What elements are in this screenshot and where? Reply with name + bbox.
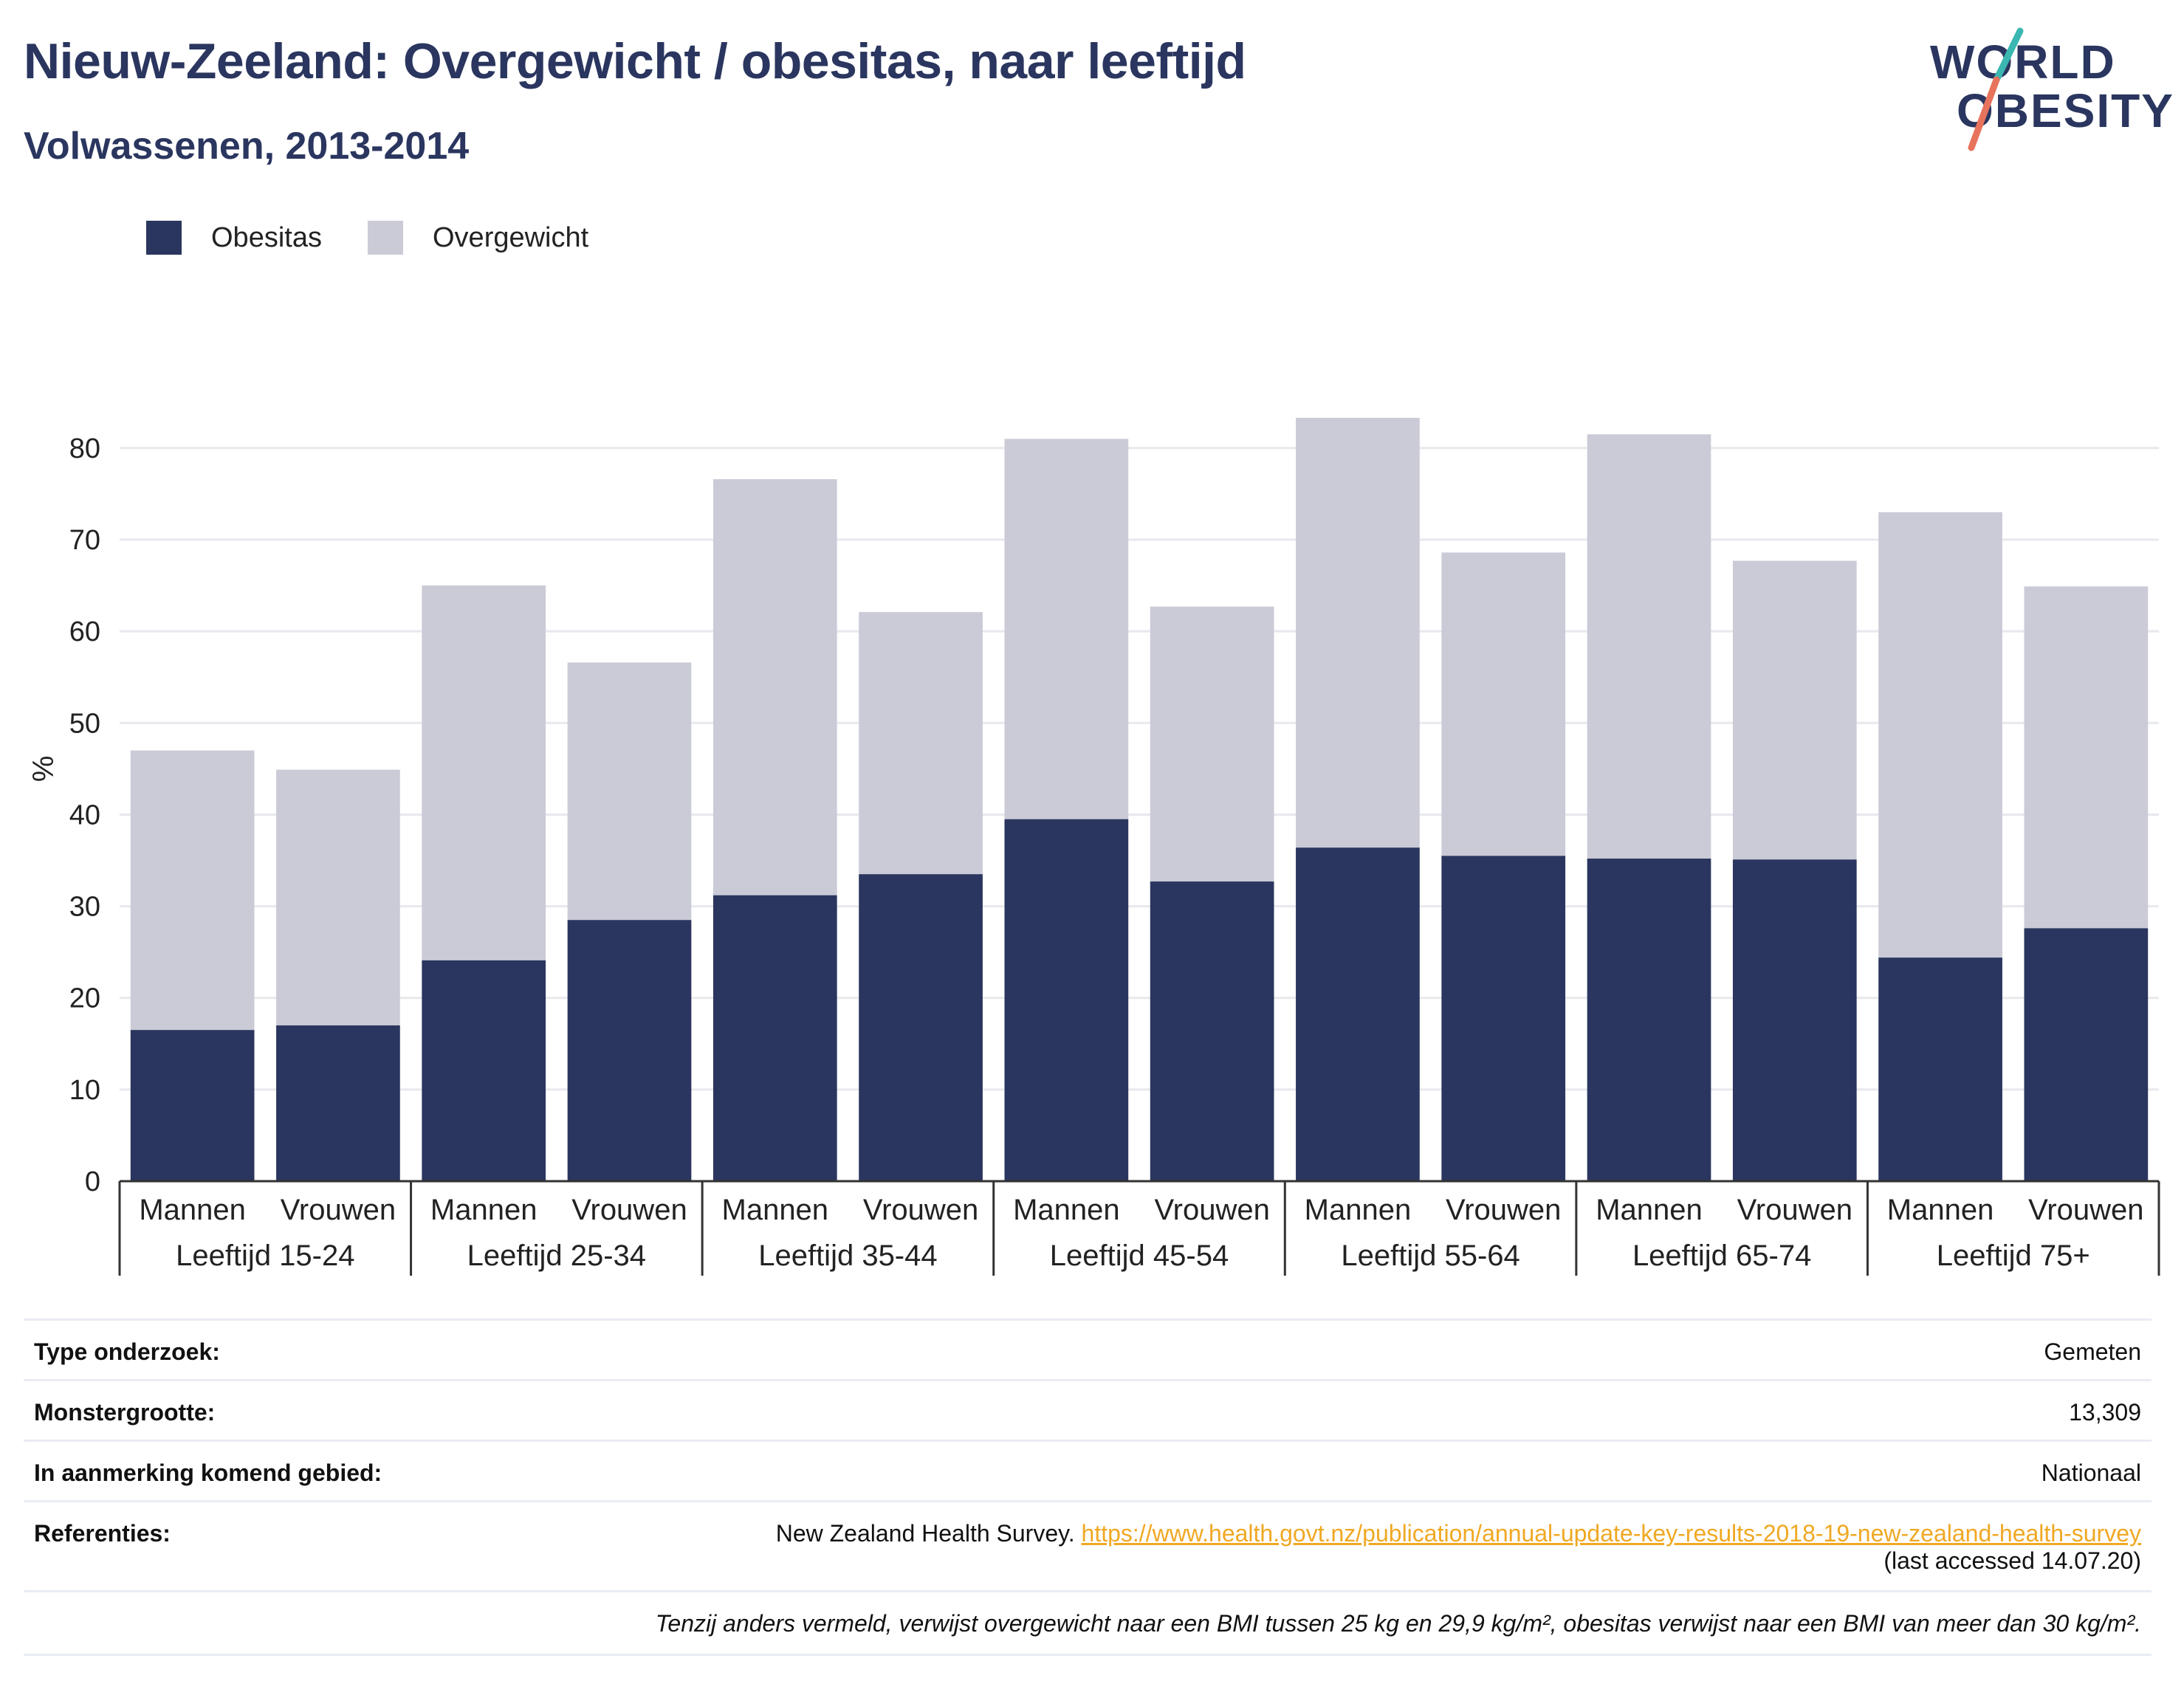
- x-tick-label: Mannen: [1305, 1194, 1412, 1226]
- bar-obesitas: [1878, 957, 2002, 1181]
- bar-overgewicht: [130, 750, 255, 1031]
- group-label: Leeftijd 45-54: [1050, 1240, 1229, 1272]
- bar-overgewicht: [2024, 586, 2149, 929]
- reference-link[interactable]: https://www.health.govt.nz/publication/a…: [1081, 1520, 2141, 1547]
- y-tick-label: 40: [69, 800, 100, 831]
- bar-obesitas: [712, 895, 837, 1181]
- bar-obesitas: [130, 1030, 255, 1181]
- chart-title: Nieuw-Zeeland: Overgewicht / obesitas, n…: [24, 33, 1246, 89]
- group-label: Leeftijd 55-64: [1341, 1240, 1519, 1272]
- y-tick-label: 0: [85, 1166, 100, 1197]
- chart-subtitle: Volwassenen, 2013-2014: [24, 125, 470, 168]
- x-tick-label: Mannen: [1013, 1194, 1120, 1226]
- bar-obesitas: [1441, 856, 1566, 1181]
- bar-overgewicht: [1587, 434, 1711, 859]
- bar-obesitas: [1150, 881, 1274, 1181]
- bar-obesitas: [1296, 848, 1420, 1181]
- bar-overgewicht: [567, 662, 692, 921]
- bar-obesitas: [276, 1025, 400, 1181]
- x-tick-label: Vrouwen: [1737, 1194, 1852, 1226]
- legend-label-overgewicht: Overgewicht: [433, 221, 589, 253]
- y-tick-label: 30: [69, 892, 100, 923]
- group-label: Leeftijd 35-44: [758, 1240, 937, 1272]
- group-label: Leeftijd 15-24: [176, 1240, 354, 1272]
- bar-overgewicht: [1004, 439, 1129, 819]
- bar-obesitas: [422, 960, 546, 1181]
- x-tick-label: Mannen: [1887, 1194, 1994, 1226]
- x-tick-label: Mannen: [139, 1194, 246, 1226]
- info-value-references: New Zealand Health Survey. https://www.h…: [776, 1520, 2141, 1575]
- info-value-sample: 13,309: [2069, 1399, 2141, 1426]
- group-label: Leeftijd 25-34: [467, 1240, 646, 1272]
- legend-swatch-obesitas: [146, 221, 182, 255]
- bar-overgewicht: [1296, 417, 1420, 848]
- y-tick-label: 70: [69, 525, 100, 556]
- bar-overgewicht: [859, 612, 983, 875]
- group-label: Leeftijd 65-74: [1632, 1240, 1811, 1272]
- bar-obesitas: [2024, 928, 2149, 1181]
- x-tick-label: Vrouwen: [1446, 1194, 1561, 1226]
- bar-overgewicht: [1441, 552, 1566, 856]
- x-tick-label: Vrouwen: [571, 1194, 687, 1226]
- y-tick-label: 80: [69, 433, 100, 464]
- bar-overgewicht: [1150, 606, 1274, 882]
- bar-overgewicht: [422, 585, 546, 960]
- bar-overgewicht: [712, 479, 837, 895]
- reference-source: New Zealand Health Survey.: [775, 1520, 1075, 1547]
- y-tick-label: 60: [69, 616, 100, 647]
- info-key-references: Referenties:: [34, 1520, 171, 1547]
- bar-obesitas: [1587, 859, 1711, 1181]
- bar-obesitas: [1732, 859, 1857, 1181]
- x-tick-label: Vrouwen: [863, 1194, 978, 1226]
- x-tick-label: Mannen: [1596, 1194, 1703, 1226]
- bar-overgewicht: [1732, 560, 1857, 860]
- footnote: Tenzij anders vermeld, verwijst overgewi…: [655, 1610, 2141, 1637]
- x-tick-label: Vrouwen: [2028, 1194, 2143, 1226]
- group-label: Leeftijd 75+: [1937, 1240, 2090, 1272]
- info-value-type: Gemeten: [2044, 1338, 2141, 1365]
- logo-line1: WORLD: [1930, 35, 2116, 89]
- y-tick-label: 20: [69, 983, 100, 1014]
- info-row-type: Type onderzoek: Gemeten: [24, 1318, 2152, 1379]
- legend-item-obesitas[interactable]: Obesitas: [146, 219, 322, 257]
- info-row-sample: Monstergrootte: 13,309: [24, 1379, 2152, 1440]
- world-obesity-logo: WORLD OBESITY: [1920, 18, 2173, 158]
- bar-obesitas: [567, 920, 692, 1181]
- bar-overgewicht: [276, 769, 400, 1025]
- x-tick-label: Vrouwen: [281, 1194, 396, 1226]
- info-row-area: In aanmerking komend gebied: Nationaal: [24, 1440, 2152, 1500]
- legend-swatch-overgewicht: [368, 221, 403, 255]
- y-tick-label: 10: [69, 1075, 100, 1106]
- info-divider: [24, 1654, 2152, 1656]
- x-tick-label: Mannen: [722, 1194, 829, 1226]
- legend-label-obesitas: Obesitas: [211, 221, 322, 253]
- bar-chart: 0 10 20 30 40 50 60 70 80% Mannen Vrouwen Mannen Vro…: [27, 417, 2160, 1276]
- reference-accessed: (last accessed 14.07.20): [1883, 1547, 2141, 1574]
- y-axis-label: %: [27, 756, 60, 783]
- x-tick-label: Vrouwen: [1154, 1194, 1269, 1226]
- bar-obesitas: [1004, 819, 1129, 1181]
- bar-obesitas: [859, 874, 983, 1181]
- info-value-area: Nationaal: [2041, 1460, 2141, 1486]
- y-tick-label: 50: [69, 708, 100, 739]
- info-key-sample: Monstergrootte:: [34, 1399, 216, 1426]
- info-key-type: Type onderzoek:: [34, 1338, 220, 1365]
- info-row-note: Tenzij anders vermeld, verwijst overgewi…: [24, 1590, 2152, 1654]
- x-tick-label: Mannen: [430, 1194, 538, 1226]
- info-row-references: Referenties: New Zealand Health Survey. …: [24, 1500, 2152, 1590]
- info-key-area: In aanmerking komend gebied:: [34, 1460, 382, 1486]
- logo-slash-icon: [1968, 27, 2024, 151]
- legend-item-overgewicht[interactable]: Overgewicht: [368, 219, 588, 257]
- info-table: Type onderzoek: Gemeten Monstergrootte: …: [24, 1318, 2152, 1656]
- bar-overgewicht: [1878, 512, 2002, 958]
